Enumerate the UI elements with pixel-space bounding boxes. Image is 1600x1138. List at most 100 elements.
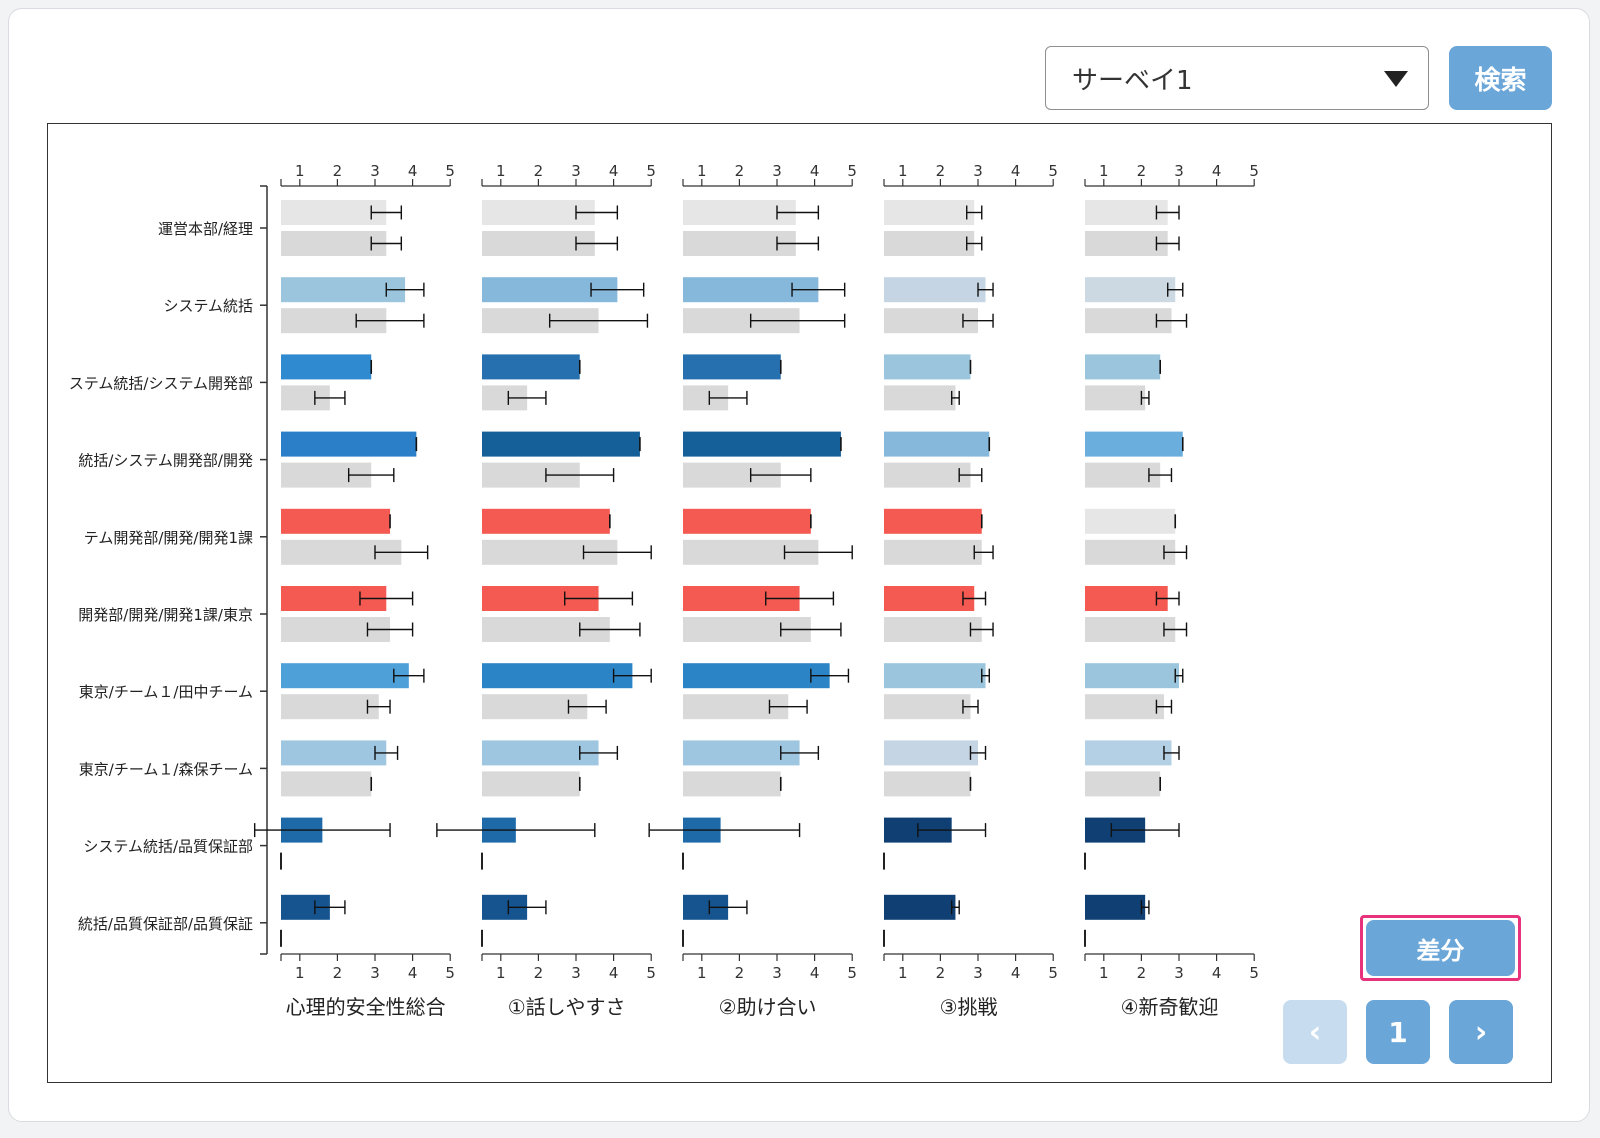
bar (683, 663, 830, 689)
x-tick-label: 5 (1249, 162, 1259, 180)
x-tick-label: 2 (534, 162, 544, 180)
x-tick-label: 3 (772, 162, 782, 180)
bar (281, 508, 391, 534)
x-tick-label: 5 (1048, 964, 1058, 982)
baseline-bar (281, 771, 372, 797)
bar (281, 663, 409, 689)
panel-title: ②助け合い (719, 995, 817, 1019)
x-tick-label: 3 (571, 964, 581, 982)
x-tick-label: 1 (898, 162, 908, 180)
pagination-prev-button[interactable]: ‹ (1283, 1000, 1347, 1064)
x-tick-label: 5 (646, 162, 656, 180)
x-tick-label: 3 (973, 162, 983, 180)
pagination-next-button[interactable]: › (1449, 1000, 1513, 1064)
x-tick-label: 2 (735, 964, 745, 982)
baseline-bar (884, 231, 975, 256)
baseline-bar (884, 385, 956, 411)
x-tick-label: 4 (609, 162, 619, 180)
category-label: 開発部/開発/開発1課/東京 (78, 606, 253, 624)
bar (281, 740, 387, 766)
panel-title: ③挑戦 (940, 995, 998, 1019)
x-tick-label: 3 (370, 162, 380, 180)
x-tick-label: 4 (810, 162, 820, 180)
x-tick-label: 4 (810, 964, 820, 982)
bar (884, 431, 990, 457)
category-label: 東京/チーム１/田中チーム (79, 683, 253, 701)
survey-select-value: サーベイ1 (1072, 65, 1193, 96)
bar (1085, 894, 1146, 920)
baseline-bar (884, 694, 971, 720)
pagination-page-button[interactable]: 1 (1366, 1000, 1430, 1064)
survey-select[interactable]: サーベイ1 (1045, 46, 1429, 110)
search-button[interactable]: 検索 (1449, 46, 1552, 110)
category-label: システム統括 (163, 297, 253, 315)
baseline-bar (884, 771, 971, 797)
baseline-bar (1085, 462, 1161, 488)
x-tick-label: 3 (1174, 162, 1184, 180)
baseline-bar (281, 231, 387, 256)
x-tick-label: 1 (295, 964, 305, 982)
category-label: 東京/チーム１/森保チーム (79, 760, 253, 778)
x-tick-label: 1 (496, 162, 506, 180)
x-tick-label: 4 (1011, 964, 1021, 982)
x-tick-label: 5 (847, 162, 857, 180)
x-tick-label: 2 (1137, 162, 1147, 180)
baseline-bar (1085, 694, 1164, 720)
baseline-bar (884, 462, 971, 488)
x-tick-label: 4 (1212, 964, 1222, 982)
panel-title: ④新奇歓迎 (1121, 995, 1219, 1019)
x-tick-label: 2 (936, 162, 946, 180)
bar (1085, 431, 1183, 457)
baseline-bar (482, 771, 580, 797)
bar (884, 508, 982, 534)
chart-frame: 運営本部/経理 システム統括 ステム統括/システム開発部 統括/システム開発部/開発テ… (47, 123, 1552, 1083)
x-tick-label: 4 (609, 964, 619, 982)
bar (1085, 200, 1168, 225)
x-tick-label: 4 (1212, 162, 1222, 180)
diff-button[interactable]: 差分 (1366, 920, 1515, 976)
bar (281, 431, 417, 457)
bar (1085, 586, 1168, 611)
x-tick-label: 5 (445, 162, 455, 180)
bar (884, 740, 978, 766)
category-label: システム統括/品質保証部 (83, 838, 253, 856)
x-tick-label: 1 (898, 964, 908, 982)
x-tick-label: 4 (408, 162, 418, 180)
bar (1085, 740, 1172, 766)
bar (683, 354, 781, 380)
x-tick-label: 5 (1249, 964, 1259, 982)
bar (281, 354, 372, 380)
panel-title: 心理的安全性総合 (286, 995, 446, 1019)
bar (482, 354, 580, 380)
baseline-bar (281, 694, 379, 720)
category-label: 運営本部/経理 (158, 220, 253, 238)
x-tick-label: 5 (646, 964, 656, 982)
baseline-bar (683, 771, 781, 797)
x-tick-label: 2 (735, 162, 745, 180)
x-tick-label: 5 (445, 964, 455, 982)
bar (482, 663, 633, 689)
bar-chart: 運営本部/経理システム統括ステム統括/システム開発部統括/システム開発部/開発テ… (69, 162, 1259, 1019)
x-tick-label: 2 (333, 162, 343, 180)
x-tick-label: 1 (1099, 964, 1109, 982)
chevron-down-icon[interactable] (1384, 71, 1408, 87)
bar (884, 663, 986, 689)
x-tick-label: 3 (1174, 964, 1184, 982)
x-tick-label: 2 (534, 964, 544, 982)
x-tick-label: 2 (333, 964, 343, 982)
category-label: 統括/品質保証部/品質保証 (78, 915, 253, 933)
baseline-bar (1085, 231, 1168, 256)
x-tick-label: 1 (496, 964, 506, 982)
x-tick-label: 1 (1099, 162, 1109, 180)
x-tick-label: 2 (936, 964, 946, 982)
x-tick-label: 3 (571, 162, 581, 180)
bar (884, 277, 986, 303)
x-tick-label: 5 (847, 964, 857, 982)
bar (482, 508, 610, 534)
x-tick-label: 1 (697, 964, 707, 982)
category-label: 統括/システム開発部/開発 (78, 452, 253, 470)
x-tick-label: 3 (370, 964, 380, 982)
x-tick-label: 4 (1011, 162, 1021, 180)
baseline-bar (1085, 385, 1146, 411)
diff-button-highlight (1360, 915, 1521, 981)
